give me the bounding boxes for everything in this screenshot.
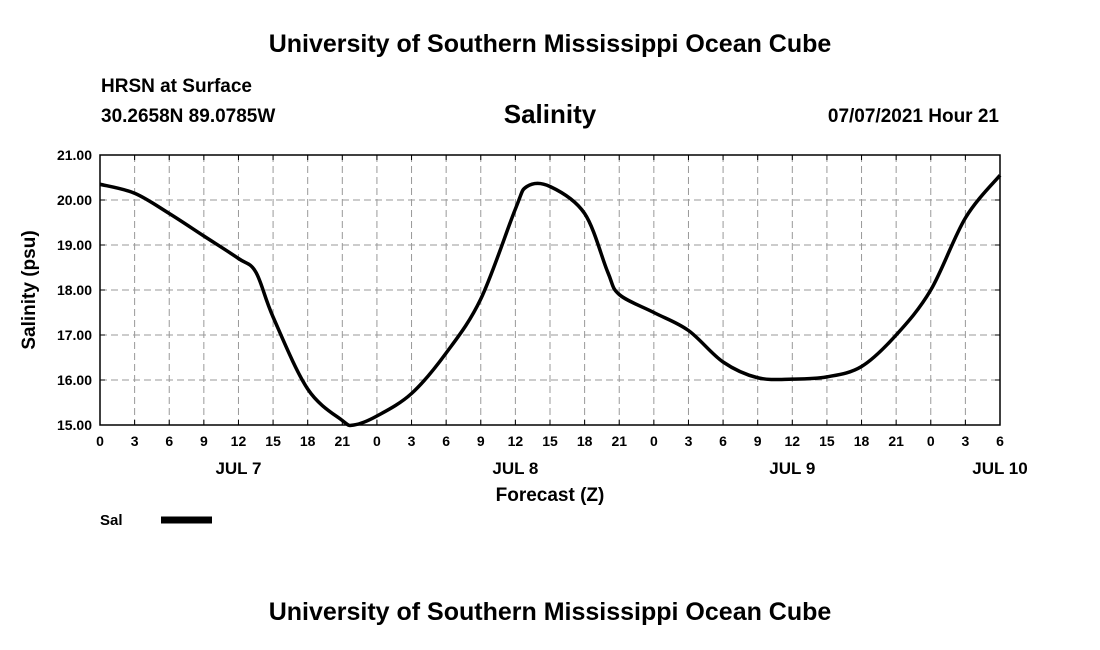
day-label: JUL 10 xyxy=(972,459,1027,478)
x-axis-title: Forecast (Z) xyxy=(496,485,605,506)
y-tick-label: 15.00 xyxy=(57,417,92,433)
y-axis-title: Salinity (psu) xyxy=(19,230,40,349)
x-tick-label: 18 xyxy=(300,433,316,449)
x-tick-label: 21 xyxy=(335,433,351,449)
series-line-sal xyxy=(99,174,1002,428)
legend: Sal xyxy=(100,512,212,529)
day-label: JUL 9 xyxy=(769,459,815,478)
x-tick-label: 12 xyxy=(508,433,524,449)
x-tick-label: 12 xyxy=(231,433,247,449)
x-tick-label: 3 xyxy=(408,433,416,449)
x-tick-label: 0 xyxy=(927,433,935,449)
day-label: JUL 7 xyxy=(215,459,261,478)
x-tick-label: 9 xyxy=(477,433,485,449)
day-label: JUL 8 xyxy=(492,459,538,478)
series-layer xyxy=(99,174,1002,428)
x-tick-label: 9 xyxy=(200,433,208,449)
x-tick-label: 6 xyxy=(996,433,1004,449)
x-tick-label: 0 xyxy=(373,433,381,449)
x-tick-label: 6 xyxy=(165,433,173,449)
x-tick-label: 3 xyxy=(685,433,693,449)
x-tick-label: 18 xyxy=(854,433,870,449)
station-label: HRSN at Surface xyxy=(101,76,252,97)
x-tick-label: 18 xyxy=(577,433,593,449)
y-tick-label: 20.00 xyxy=(57,192,92,208)
x-tick-label: 21 xyxy=(611,433,627,449)
chart-title: Salinity xyxy=(503,99,597,129)
grid-layer xyxy=(100,155,1000,425)
forecast-datetime: 07/07/2021 Hour 21 xyxy=(827,106,999,127)
x-tick-label: 12 xyxy=(785,433,801,449)
x-tick-label: 15 xyxy=(265,433,281,449)
plot-frame xyxy=(99,154,1001,426)
legend-label: Sal xyxy=(100,512,123,529)
y-tick-label: 17.00 xyxy=(57,327,92,343)
footer-title: University of Southern Mississippi Ocean… xyxy=(268,598,832,626)
x-tick-label: 21 xyxy=(888,433,904,449)
station-coordinates: 30.2658N 89.0785W xyxy=(101,106,276,127)
x-tick-label: 15 xyxy=(819,433,835,449)
x-tick-label: 0 xyxy=(650,433,658,449)
x-tick-label: 9 xyxy=(754,433,762,449)
page-title: University of Southern Mississippi Ocean… xyxy=(268,30,832,58)
y-tick-label: 16.00 xyxy=(57,372,92,388)
y-tick-label: 18.00 xyxy=(57,282,92,298)
x-tick-label: 15 xyxy=(542,433,558,449)
x-tick-label: 6 xyxy=(442,433,450,449)
y-tick-label: 19.00 xyxy=(57,237,92,253)
x-tick-label: 0 xyxy=(96,433,104,449)
x-tick-label: 3 xyxy=(961,433,969,449)
x-tick-label: 3 xyxy=(131,433,139,449)
y-tick-label: 21.00 xyxy=(57,147,92,163)
x-tick-label: 6 xyxy=(719,433,727,449)
axis-layer: 0 3 6 9 12 15 18 21 0 3 6 9 12 15 18 21 0 3 6 9 12 15 18 21 0 3 6 1… xyxy=(19,147,1028,506)
